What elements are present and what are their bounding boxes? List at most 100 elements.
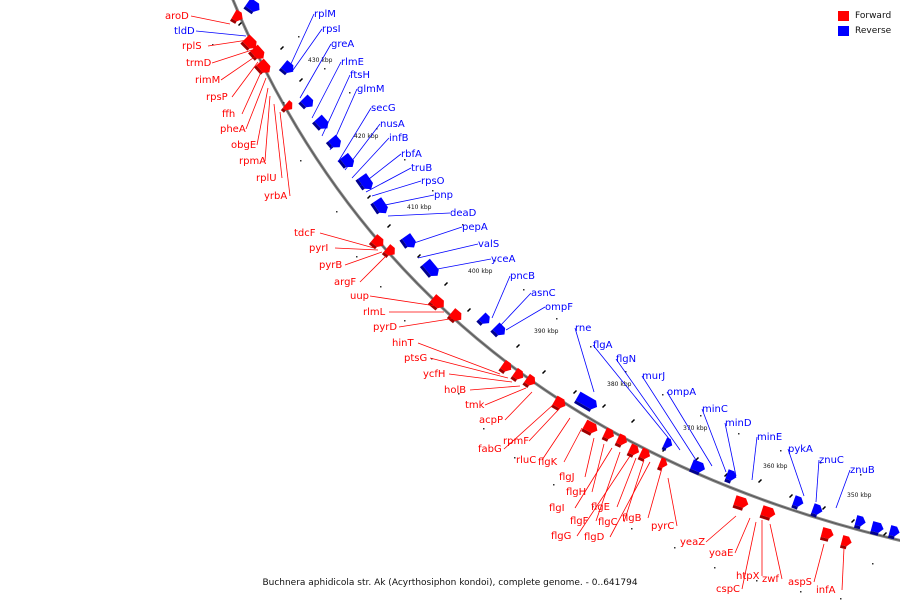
reverse-gene-label: greA [331, 39, 354, 50]
leader-line-reverse [666, 391, 713, 467]
gene-body [300, 94, 314, 108]
reverse-gene-block [370, 197, 388, 215]
gene-body [280, 60, 294, 73]
reverse-gene-block [661, 437, 673, 451]
leader-line-forward [448, 373, 513, 383]
leader-line-reverse [491, 275, 511, 319]
leader-line-forward [667, 477, 678, 527]
leader-line-reverse [321, 74, 351, 137]
gene-side [370, 202, 380, 215]
tick-dot [514, 457, 516, 459]
forward-gene-block [280, 100, 293, 113]
leader-line-forward [541, 417, 571, 461]
tick-dot [756, 580, 758, 582]
forward-gene-label: flgD [584, 532, 605, 543]
tick-dot [212, 44, 214, 46]
gene-side [498, 368, 506, 374]
tick-dot [700, 415, 702, 417]
leader-line-reverse [641, 375, 697, 461]
gene-body [231, 9, 243, 22]
forward-gene-label: acpP [479, 415, 503, 426]
leader-line-reverse [505, 306, 546, 331]
gene-body [733, 495, 749, 508]
leader-line-forward [417, 342, 501, 375]
tick-mark [237, 21, 243, 27]
kbp-tick-label: 430 kbp [308, 57, 333, 64]
gene-body [250, 44, 265, 59]
leader-line-forward [359, 255, 387, 283]
leader-line-reverse [835, 469, 851, 509]
tick-mark [630, 418, 636, 424]
forward-gene-label: trmD [186, 58, 212, 69]
gene-side [689, 468, 700, 476]
gene-body [658, 457, 668, 469]
tick-dot [494, 260, 496, 262]
leader-line-forward [484, 387, 527, 406]
leader-line-forward [584, 437, 595, 478]
leader-line-reverse [365, 167, 412, 193]
gene-side [399, 238, 408, 249]
reverse-gene-label: ftsH [350, 70, 370, 81]
forward-gene-label: cspC [716, 584, 740, 595]
gene-body [575, 391, 598, 410]
forward-gene-label: infA [816, 585, 836, 596]
gene-side [637, 456, 645, 462]
leader-line-forward [574, 447, 613, 509]
tick-dot [674, 547, 676, 549]
forward-gene-block [601, 427, 615, 442]
leader-line-forward [429, 357, 509, 379]
forward-gene-label: aspS [788, 577, 812, 588]
forward-gene-block [446, 308, 462, 324]
leader-line-reverse [431, 258, 492, 271]
tick-dot [556, 318, 558, 320]
forward-gene-label: rluC [516, 455, 536, 466]
kbp-tick-label: 410 kbp [407, 204, 432, 211]
gene-body [582, 419, 598, 434]
leader-line-reverse [417, 243, 479, 259]
leader-line-forward [279, 111, 291, 197]
forward-gene-label: ffh [222, 109, 235, 120]
forward-gene-block [759, 505, 776, 521]
gene-side [298, 101, 307, 110]
reverse-gene-label: flgA [593, 340, 613, 351]
forward-gene-label: rimM [195, 75, 220, 86]
reverse-gene-label: murJ [642, 371, 665, 382]
reverse-gene-label: infB [389, 133, 409, 144]
leader-line-forward [734, 517, 751, 554]
reverse-gene-block [337, 152, 355, 169]
forward-gene-label: pyrI [309, 243, 328, 254]
tick-mark [443, 281, 449, 287]
tick-mark [366, 194, 372, 200]
gene-side [476, 319, 483, 326]
reverse-gene-block [810, 503, 823, 518]
gene-side [657, 466, 662, 471]
forward-gene-block [657, 457, 668, 471]
leader-line-forward [741, 521, 757, 590]
gene-body [811, 503, 823, 515]
reverse-gene-label: deaD [450, 208, 477, 219]
gene-body [328, 134, 341, 148]
reverse-gene-block [476, 312, 490, 326]
gene-side [810, 512, 817, 518]
reverse-gene-block [355, 173, 373, 191]
gene-body [245, 0, 260, 12]
gene-body [820, 527, 834, 539]
gene-body [448, 308, 462, 321]
gene-side [278, 67, 287, 76]
tick-dot [523, 289, 525, 291]
tick-mark [788, 493, 794, 499]
leader-line-forward [369, 295, 437, 307]
forward-gene-label: ptsG [404, 353, 427, 364]
tick-dot [380, 286, 382, 288]
legend-reverse-label: Reverse [855, 25, 892, 36]
reverse-gene-block [325, 134, 341, 150]
tick-dot [356, 256, 358, 258]
forward-gene-label: flgC [598, 517, 618, 528]
reverse-gene-block [869, 521, 884, 536]
leader-line-forward [398, 317, 457, 328]
tick-dot [483, 428, 485, 430]
tick-dot [300, 160, 302, 162]
reverse-gene-label: asnC [531, 288, 556, 299]
